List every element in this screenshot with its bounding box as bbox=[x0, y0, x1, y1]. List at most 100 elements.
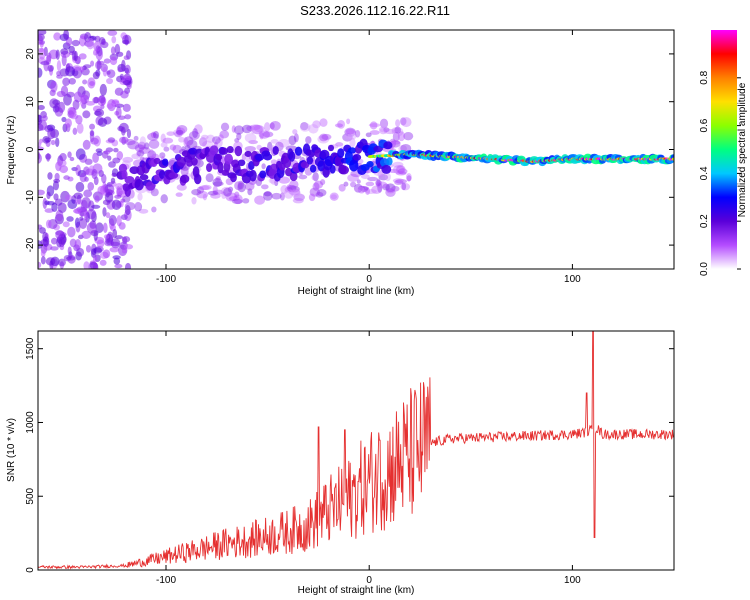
spectrogram-noise-blob bbox=[92, 152, 99, 164]
spectrogram-noise-blob bbox=[86, 38, 95, 50]
spectrogram-scatter-blob bbox=[401, 182, 407, 191]
spectrogram-scatter-blob bbox=[127, 140, 140, 150]
spectrogram-noise-blob bbox=[117, 67, 123, 73]
spectrogram-scatter-blob bbox=[136, 150, 142, 157]
spectrogram-scatter-blob bbox=[207, 190, 219, 196]
spectrogram-scatter-blob bbox=[139, 156, 145, 161]
spectrogram-noise-blob bbox=[57, 101, 66, 113]
spectrogram-scatter-blob bbox=[250, 126, 255, 135]
spectrogram-scatter-blob bbox=[212, 185, 218, 195]
spectrogram-scatter-blob bbox=[183, 136, 189, 147]
spectrogram-scatter-blob bbox=[392, 178, 405, 184]
spectrogram-scatter-blob bbox=[159, 152, 166, 159]
spectrogram-noise-blob bbox=[116, 186, 121, 198]
spectrogram-scatter-blob bbox=[201, 184, 212, 191]
spectrogram-scatter-blob bbox=[148, 139, 160, 149]
spectrogram-noise-blob bbox=[101, 173, 107, 184]
spectrogram-ridge-blob bbox=[168, 172, 179, 179]
colorbar-label: Normalized spectral amplitude bbox=[737, 82, 748, 217]
spectrogram-ridge-blob bbox=[300, 161, 310, 169]
spectrogram-scatter-blob bbox=[367, 176, 378, 182]
spectrogram-scatter-blob bbox=[337, 119, 346, 129]
spectrogram-scatter-blob bbox=[176, 126, 182, 137]
snr-panel: -100 0 100 0 500 1000 1500 Height of straight… bbox=[6, 330, 675, 596]
spectrogram-scatter-blob bbox=[160, 133, 166, 143]
spectrogram-ridge-blob bbox=[139, 174, 149, 181]
spectrogram-scatter-blob bbox=[178, 136, 185, 143]
spectrogram-scatter-blob bbox=[261, 163, 266, 170]
spectrogram-noise-blob bbox=[47, 172, 53, 180]
spectrogram-noise-blob bbox=[59, 153, 67, 162]
spectrogram-scatter-blob bbox=[395, 178, 407, 184]
spectrogram-noise-blob bbox=[94, 195, 100, 203]
spectrogram-noise-blob bbox=[96, 239, 105, 248]
spectrogram-scatter-blob bbox=[284, 186, 293, 193]
spectrogram-noise-blob bbox=[55, 137, 60, 148]
spectrogram-noise-blob bbox=[44, 137, 52, 143]
spectrogram-scatter-blob bbox=[175, 129, 184, 135]
spectrogram-scatter-blob bbox=[349, 137, 356, 148]
spectrogram-scatter-blob bbox=[391, 185, 400, 192]
spectrogram-noise-blob bbox=[60, 85, 69, 97]
spectrogram-noise-blob bbox=[102, 222, 108, 234]
spectrogram-noise-blob bbox=[121, 59, 126, 72]
spectrogram-scatter-blob bbox=[147, 132, 159, 141]
spectrogram-noise-blob bbox=[58, 236, 66, 248]
spectrogram-noise-blob bbox=[71, 50, 77, 61]
spectrogram-ridge-blob bbox=[162, 158, 169, 166]
spectrogram-scatter-blob bbox=[138, 146, 151, 154]
spectrogram-ridge-blob bbox=[234, 145, 243, 157]
spectrogram-noise-blob bbox=[38, 47, 44, 53]
spectrogram-scatter-blob bbox=[247, 188, 253, 196]
spectrogram-noise-blob bbox=[92, 71, 100, 80]
spectrogram-scatter-blob bbox=[286, 184, 292, 191]
spectrogram-scatter-blob bbox=[263, 191, 272, 197]
spectrogram-scatter-blob bbox=[395, 119, 401, 127]
spectrogram-scatter-blob bbox=[312, 172, 319, 182]
spectrogram-scatter-blob bbox=[347, 131, 357, 140]
spectrogram-noise-blob bbox=[83, 189, 93, 198]
spectrogram-noise-blob bbox=[118, 222, 126, 230]
spectrogram-noise-blob bbox=[120, 214, 128, 221]
spectrogram-scatter-blob bbox=[244, 146, 256, 152]
spectrogram-scatter-blob bbox=[395, 171, 407, 176]
spectrogram-noise-blob bbox=[71, 39, 81, 47]
spectrogram-noise-blob bbox=[40, 61, 50, 66]
spectrogram-scatter-blob bbox=[234, 125, 244, 135]
spectrogram-ridge-blob bbox=[121, 170, 128, 180]
spectrogram-x-tick-label: 0 bbox=[366, 274, 372, 285]
spectrogram-noise-blob bbox=[85, 245, 92, 253]
spectrogram-scatter-blob bbox=[360, 186, 369, 192]
spectrogram-noise-blob bbox=[117, 115, 126, 120]
spectrogram-scatter-blob bbox=[211, 136, 221, 145]
spectrogram-noise-blob bbox=[115, 235, 123, 240]
spectrogram-scatter-blob bbox=[237, 182, 246, 193]
spectrogram-scatter-blob bbox=[389, 140, 401, 148]
spectrogram-scatter-blob bbox=[202, 193, 208, 201]
spectrogram-noise-blob bbox=[64, 194, 73, 201]
spectrogram-noise-blob bbox=[62, 221, 70, 228]
spectrogram-noise-blob bbox=[58, 258, 66, 267]
spectrogram-noise-blob bbox=[114, 43, 121, 55]
spectrogram-scatter-blob bbox=[231, 198, 243, 205]
spectrogram-noise-blob bbox=[80, 199, 88, 212]
spectrogram-scatter-blob bbox=[263, 122, 271, 132]
spectrogram-noise-blob bbox=[109, 246, 120, 253]
spectrogram-scatter-blob bbox=[169, 144, 177, 151]
spectrogram-scatter-blob bbox=[199, 137, 208, 147]
spectrogram-noise-blob bbox=[114, 194, 122, 199]
spectrogram-noise-blob bbox=[99, 259, 107, 266]
spectrogram-y-ticks: 20 10 0 -10 -20 bbox=[25, 48, 674, 252]
spectrogram-noise-blob bbox=[126, 128, 132, 139]
spectrogram-y-label: Frequency (Hz) bbox=[6, 116, 17, 185]
spectrogram-noise-blob bbox=[111, 172, 117, 177]
spectrogram-ridge-blob bbox=[347, 147, 357, 154]
spectrogram-ridge-blob bbox=[259, 170, 267, 179]
spectrogram-noise-blob bbox=[55, 49, 60, 60]
spectrogram-noise-blob bbox=[83, 209, 89, 221]
spectrogram-scatter-blob bbox=[278, 176, 291, 184]
spectrogram-noise-blob bbox=[86, 222, 97, 234]
snr-x-tick-label: 100 bbox=[564, 575, 581, 586]
spectrogram-ridge-blob bbox=[334, 155, 344, 167]
